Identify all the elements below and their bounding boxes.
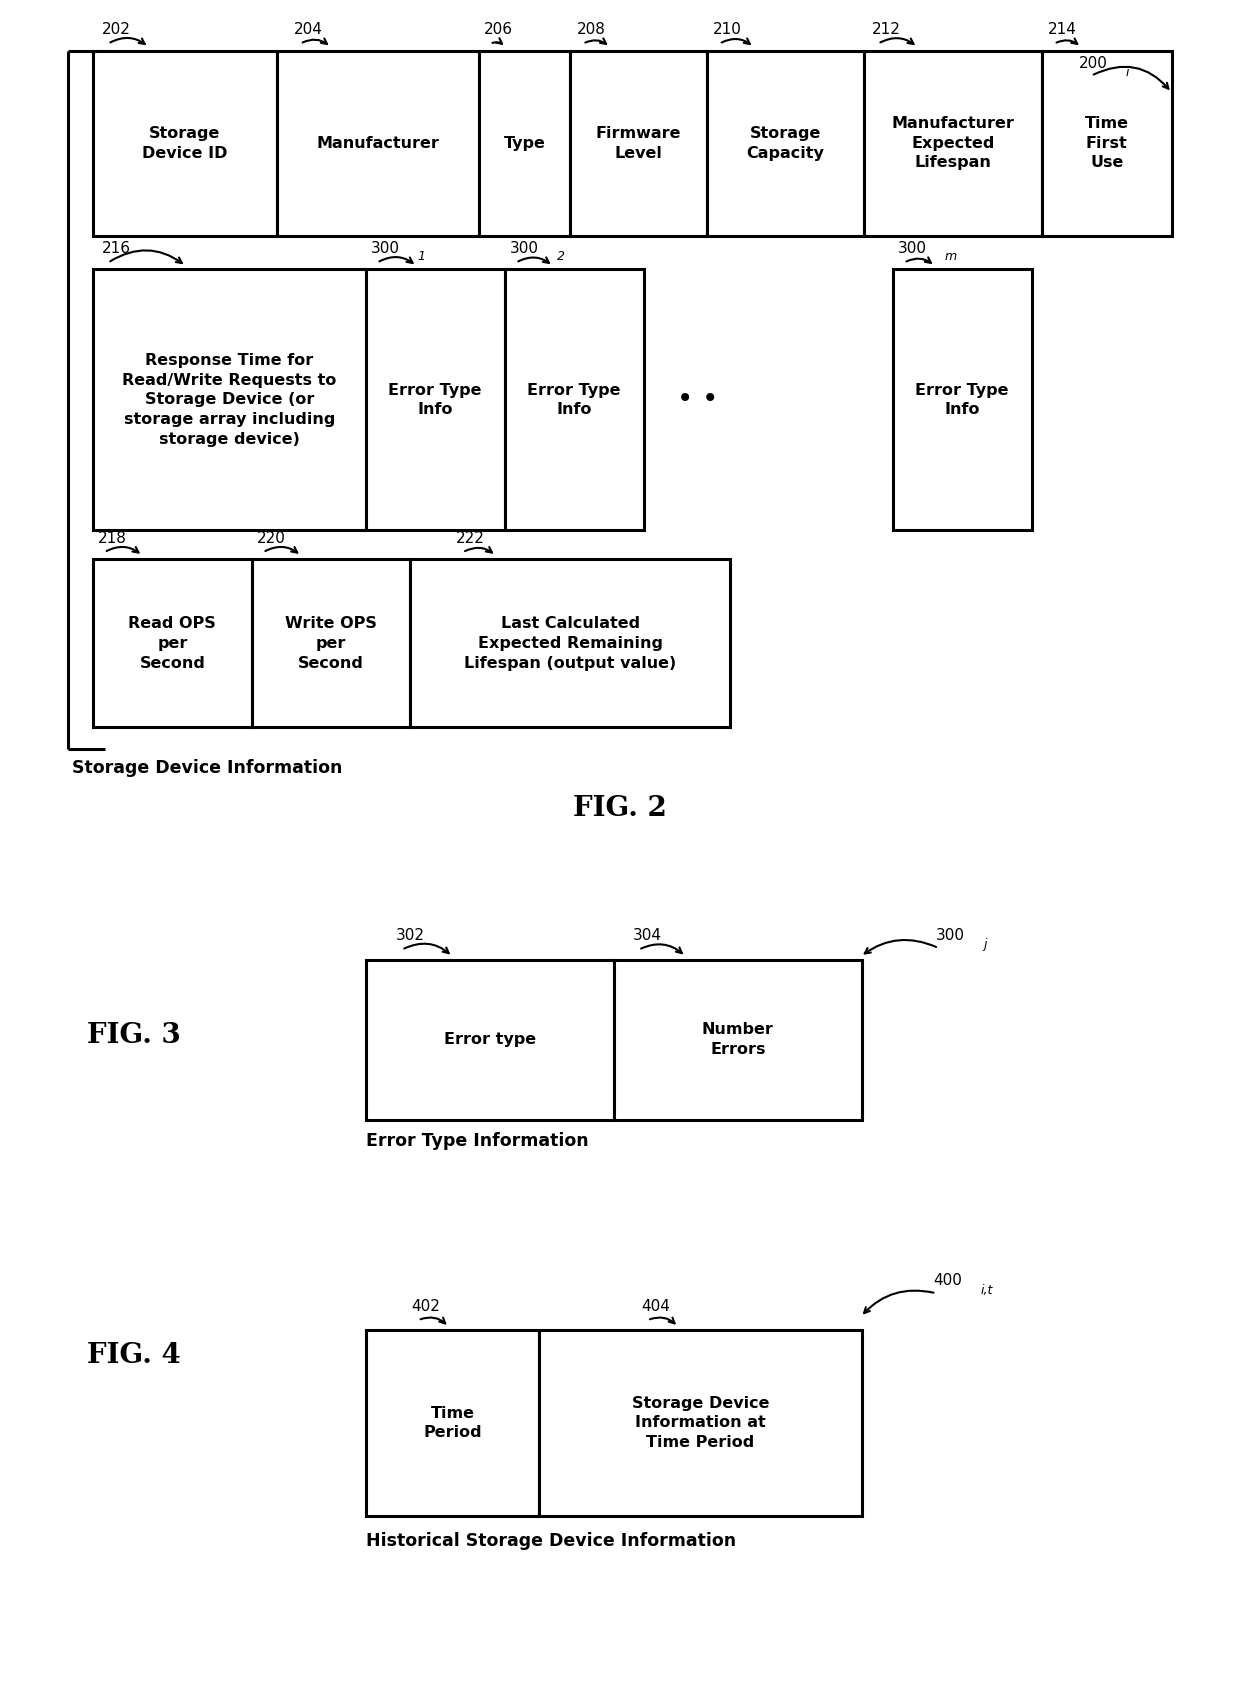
Text: Storage
Capacity: Storage Capacity: [746, 126, 825, 160]
Bar: [893, 269, 1032, 530]
Bar: [1042, 51, 1172, 236]
Text: 216: 216: [102, 241, 130, 256]
Text: 2: 2: [557, 249, 564, 263]
Bar: [366, 269, 505, 530]
Bar: [539, 1330, 862, 1516]
Bar: [252, 559, 410, 727]
Text: j: j: [983, 938, 987, 951]
Text: Firmware
Level: Firmware Level: [596, 126, 681, 160]
Text: Time
First
Use: Time First Use: [1085, 116, 1128, 170]
Text: Number
Errors: Number Errors: [702, 1022, 774, 1058]
Text: Time
Period: Time Period: [423, 1406, 482, 1440]
Text: Write OPS
per
Second: Write OPS per Second: [285, 616, 377, 670]
Bar: [366, 1330, 539, 1516]
Text: m: m: [945, 249, 957, 263]
Text: Storage Device Information: Storage Device Information: [72, 759, 342, 778]
Bar: [614, 960, 862, 1120]
Bar: [277, 51, 479, 236]
Text: 210: 210: [713, 22, 742, 37]
Text: 400: 400: [934, 1273, 962, 1288]
Text: Error Type
Info: Error Type Info: [915, 382, 1009, 418]
Text: • •: • •: [677, 386, 719, 413]
Text: 204: 204: [294, 22, 322, 37]
Text: 404: 404: [641, 1298, 670, 1314]
Text: 208: 208: [577, 22, 605, 37]
Text: Error type: Error type: [444, 1032, 536, 1047]
Text: 300: 300: [371, 241, 399, 256]
Text: Storage Device
Information at
Time Period: Storage Device Information at Time Perio…: [632, 1396, 769, 1450]
Bar: [93, 559, 252, 727]
Text: FIG. 4: FIG. 4: [87, 1342, 181, 1369]
Bar: [410, 559, 730, 727]
Bar: [864, 51, 1042, 236]
Text: 222: 222: [456, 530, 485, 546]
Text: Historical Storage Device Information: Historical Storage Device Information: [366, 1532, 735, 1551]
Bar: [366, 960, 614, 1120]
Text: Error Type Information: Error Type Information: [366, 1132, 589, 1150]
Text: Error Type
Info: Error Type Info: [527, 382, 621, 418]
Text: 402: 402: [412, 1298, 440, 1314]
Text: 202: 202: [102, 22, 130, 37]
Text: FIG. 2: FIG. 2: [573, 795, 667, 822]
Bar: [570, 51, 707, 236]
Text: 300: 300: [936, 928, 965, 943]
Text: Error Type
Info: Error Type Info: [388, 382, 482, 418]
Text: 304: 304: [632, 928, 661, 943]
Bar: [93, 269, 366, 530]
Text: 200: 200: [1079, 56, 1107, 71]
Text: Read OPS
per
Second: Read OPS per Second: [129, 616, 216, 670]
Bar: [707, 51, 864, 236]
Text: 214: 214: [1048, 22, 1076, 37]
Text: 302: 302: [396, 928, 424, 943]
Text: 218: 218: [98, 530, 126, 546]
Text: Manufacturer
Expected
Lifespan: Manufacturer Expected Lifespan: [892, 116, 1014, 170]
Text: 1: 1: [418, 249, 425, 263]
Text: Storage
Device ID: Storage Device ID: [143, 126, 227, 160]
Bar: [505, 269, 644, 530]
Text: 300: 300: [898, 241, 926, 256]
Bar: [93, 51, 277, 236]
Text: 206: 206: [484, 22, 512, 37]
Text: i,t: i,t: [981, 1283, 993, 1297]
Text: Type: Type: [503, 136, 546, 150]
Text: i: i: [1126, 66, 1130, 79]
Text: FIG. 3: FIG. 3: [87, 1022, 181, 1049]
Text: Response Time for
Read/Write Requests to
Storage Device (or
storage array includ: Response Time for Read/Write Requests to…: [123, 354, 336, 446]
Text: Manufacturer: Manufacturer: [316, 136, 439, 150]
Text: 212: 212: [872, 22, 900, 37]
Bar: [479, 51, 570, 236]
Text: Last Calculated
Expected Remaining
Lifespan (output value): Last Calculated Expected Remaining Lifes…: [464, 616, 677, 670]
Text: 300: 300: [510, 241, 538, 256]
Text: 220: 220: [257, 530, 285, 546]
